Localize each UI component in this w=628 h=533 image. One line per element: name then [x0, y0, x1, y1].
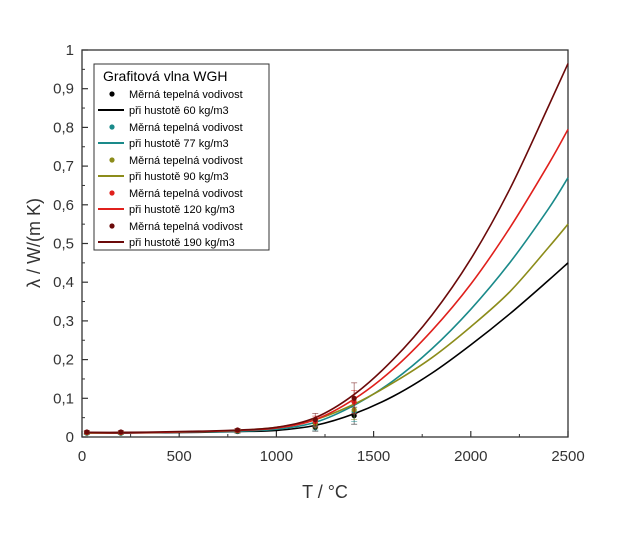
legend-marker [109, 91, 115, 97]
y-axis: 0 0,1 0,2 0,3 0,4 0,5 0,6 0,7 0,8 0,9 1 [53, 42, 88, 446]
series-line [85, 223, 569, 434]
legend-box [93, 63, 270, 251]
data-point [312, 416, 318, 423]
x-axis: 0 500 1000 1500 2000 2500 [78, 431, 585, 465]
data-point [84, 429, 90, 435]
y-tick-label: 0,1 [53, 390, 74, 407]
legend-point-label: Měrná tepelná vodivost [129, 89, 243, 101]
y-tick-label: 0,5 [53, 236, 74, 253]
x-tick-label: 1500 [357, 448, 390, 465]
legend-marker [109, 223, 115, 229]
y-tick-label: 0,8 [53, 119, 74, 136]
legend-marker [109, 157, 115, 163]
legend-marker [109, 124, 115, 130]
series-curves [85, 63, 569, 434]
legend-series-label: při hustotě 120 kg/m3 [129, 204, 235, 216]
legend-point-label: Měrná tepelná vodivost [129, 122, 243, 134]
series-line [85, 262, 569, 434]
y-axis-label: λ / W/(m K) [24, 198, 44, 288]
x-tick-label: 2000 [454, 448, 487, 465]
y-tick-label: 0,3 [53, 313, 74, 330]
y-tick-label: 0,6 [53, 197, 74, 214]
data-point [118, 429, 124, 435]
data-point [234, 427, 241, 433]
x-tick-label: 0 [78, 448, 86, 465]
legend-point-label: Měrná tepelná vodivost [129, 155, 243, 167]
x-tick-label: 2500 [551, 448, 584, 465]
legend-title: Grafitová vlna WGH [103, 68, 227, 84]
legend-point-label: Měrná tepelná vodivost [129, 188, 243, 200]
data-point [351, 395, 357, 401]
x-tick-label: 500 [167, 448, 192, 465]
y-tick-label: 0,4 [53, 274, 74, 291]
y-tick-label: 0 [66, 429, 74, 446]
y-tick-label: 1 [66, 42, 74, 59]
legend: Grafitová vlna WGH Měrná tepelná vodivos… [93, 63, 270, 251]
series-line [85, 63, 569, 434]
legend-entries: Měrná tepelná vodivost při hustotě 60 kg/… [98, 89, 243, 249]
legend-point-label: Měrná tepelná vodivost [129, 221, 243, 233]
y-tick-label: 0,2 [53, 352, 74, 369]
x-axis-label: T / °C [302, 482, 348, 502]
legend-marker [109, 190, 115, 196]
legend-series-label: při hustotě 190 kg/m3 [129, 237, 235, 249]
y-tick-label: 0,7 [53, 158, 74, 175]
legend-series-label: při hustotě 60 kg/m3 [129, 105, 229, 117]
y-tick-label: 0,9 [53, 81, 74, 98]
data-points [83, 382, 358, 436]
legend-series-label: při hustotě 77 kg/m3 [129, 138, 229, 150]
legend-series-label: při hustotě 90 kg/m3 [129, 171, 229, 183]
x-tick-label: 1000 [260, 448, 293, 465]
